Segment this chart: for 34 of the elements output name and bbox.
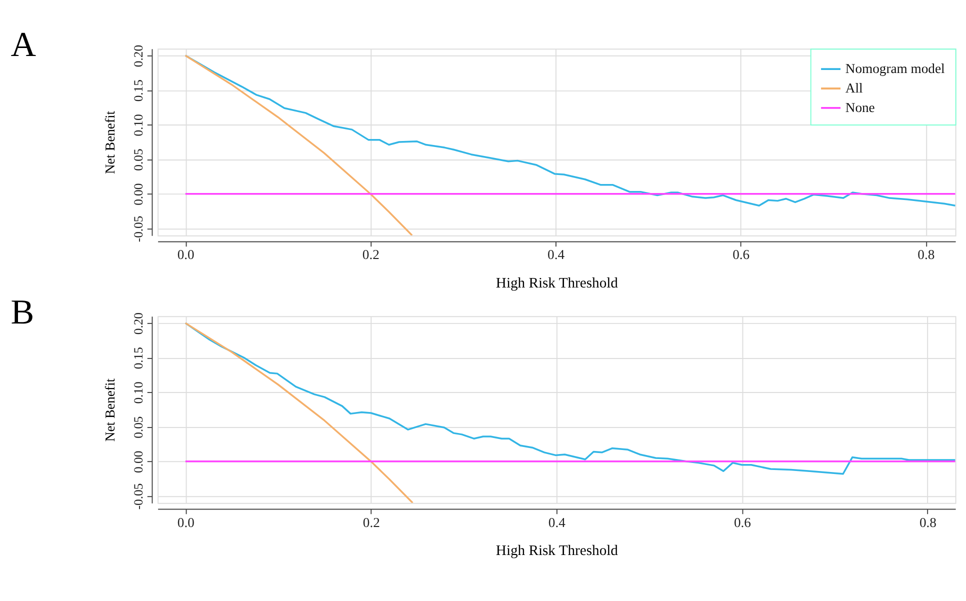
y-tick-label: -0.05	[132, 216, 146, 242]
x-tick-label: 0.8	[919, 514, 937, 530]
y-tick-label: 0.20	[132, 312, 146, 335]
x-tick-label: 0.8	[918, 247, 935, 262]
y-tick-label: 0.10	[132, 382, 146, 404]
x-tick-label: 0.6	[732, 247, 750, 262]
legend-label: Nomogram model	[845, 60, 945, 76]
y-tick-label: 0.15	[132, 347, 146, 370]
x-tick-label: 0.4	[548, 514, 566, 530]
x-tick-label: 0.2	[362, 514, 380, 530]
y-axis-title: Net Benefit	[102, 110, 118, 174]
y-tick-label: -0.05	[132, 483, 146, 510]
y-tick-label: 0.15	[132, 80, 146, 102]
legend-label: None	[845, 100, 875, 115]
chart-title: A	[10, 25, 37, 64]
x-tick-label: 0.0	[177, 514, 195, 530]
x-axis-title: High Risk Threshold	[496, 275, 619, 292]
x-tick-label: 0.4	[548, 247, 565, 262]
line-series	[184, 322, 956, 475]
y-tick-label: 0.20	[132, 44, 146, 68]
y-tick-label: 0.00	[132, 450, 146, 473]
legend-label: All	[845, 80, 863, 96]
x-tick-label: 0.0	[177, 247, 195, 262]
y-axis-title: Net Benefit	[102, 378, 118, 442]
x-tick-label: 0.2	[362, 247, 380, 262]
line-series	[184, 322, 414, 503]
chart-title: B	[10, 292, 34, 332]
y-tick-label: 0.05	[132, 416, 146, 438]
y-tick-label: 0.00	[132, 183, 146, 206]
y-tick-label: 0.10	[132, 114, 146, 136]
line-series	[184, 54, 413, 236]
x-tick-label: 0.6	[734, 514, 752, 530]
x-axis-title: High Risk Threshold	[496, 542, 619, 559]
y-tick-label: 0.05	[132, 148, 146, 171]
